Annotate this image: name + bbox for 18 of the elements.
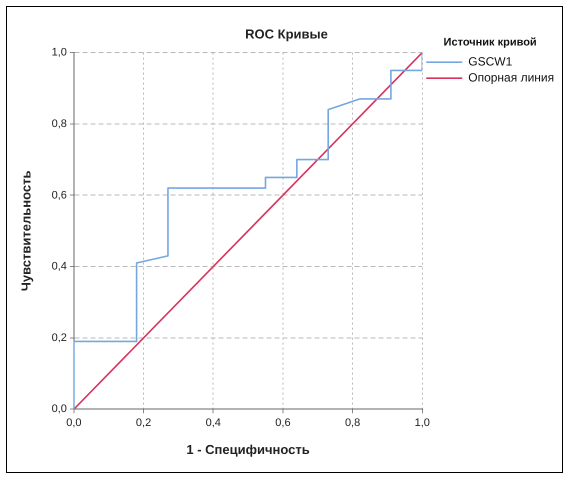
- x-axis-title: 1 - Специфичность: [186, 442, 310, 457]
- chart-title: ROC Кривые: [245, 26, 328, 42]
- y-tick-label: 0,4: [52, 260, 67, 273]
- x-tick-label: 0,8: [344, 416, 360, 429]
- legend-title: Источник кривой: [444, 36, 537, 49]
- y-tick-label: 1,0: [52, 46, 67, 59]
- y-tick-label: 0,6: [52, 189, 67, 202]
- x-tick-label: 0,2: [136, 416, 152, 429]
- x-tick-label: 0,4: [206, 416, 221, 429]
- y-tick-label: 0,0: [52, 403, 67, 416]
- legend-label: Опорная линия: [468, 70, 554, 85]
- y-tick-label: 0,2: [52, 332, 67, 344]
- x-tick-label: 0,6: [275, 416, 291, 429]
- y-axis-title: Чувствительность: [18, 170, 34, 292]
- x-tick-label: 0,0: [66, 416, 82, 429]
- y-tick-label: 0,8: [52, 118, 67, 130]
- legend-label: GSCW1: [468, 54, 513, 69]
- x-tick-label: 1,0: [414, 416, 430, 429]
